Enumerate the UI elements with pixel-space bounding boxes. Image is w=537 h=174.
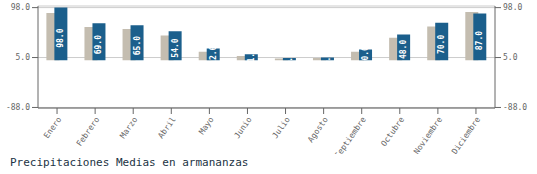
svg-text:Junio: Junio — [233, 115, 254, 140]
svg-text:5.0: 5.0 — [323, 52, 332, 67]
svg-text:Marzo: Marzo — [118, 115, 139, 140]
html-text:Precipitaciones Medias en arma: Precipitaciones Medias en armananzas — [10, 156, 249, 169]
svg-text:4.0: 4.0 — [285, 52, 294, 67]
svg-text:5.0: 5.0 — [16, 53, 31, 62]
svg-text:Febrero: Febrero — [75, 115, 102, 148]
svg-text:Diciembre: Diciembre — [450, 115, 482, 154]
svg-text:Octubre: Octubre — [379, 115, 406, 148]
svg-text:65.0: 65.0 — [133, 36, 142, 55]
svg-text:70.0: 70.0 — [437, 35, 446, 54]
svg-text:98.0: 98.0 — [503, 3, 522, 12]
svg-text:Noviembre: Noviembre — [412, 115, 444, 154]
svg-text:Agosto: Agosto — [306, 115, 330, 144]
svg-text:98.0: 98.0 — [11, 3, 30, 12]
svg-text:69.0: 69.0 — [94, 35, 103, 54]
svg-text:Septiembre: Septiembre — [333, 115, 368, 154]
svg-text:98.0: 98.0 — [56, 28, 65, 47]
svg-text:5.0: 5.0 — [503, 53, 518, 62]
svg-text:22.0: 22.0 — [209, 45, 218, 64]
svg-text:-88.0: -88.0 — [503, 103, 527, 112]
svg-text:Abril: Abril — [156, 115, 177, 140]
svg-text:48.0: 48.0 — [399, 40, 408, 59]
svg-text:Enero: Enero — [42, 115, 63, 140]
svg-text:Julio: Julio — [271, 115, 292, 140]
svg-text:-88.0: -88.0 — [8, 103, 30, 112]
svg-text:Mayo: Mayo — [197, 115, 216, 136]
svg-text:54.0: 54.0 — [171, 38, 180, 57]
svg-text:87.0: 87.0 — [475, 31, 484, 50]
svg-text:11.0: 11.0 — [247, 48, 256, 67]
svg-text:20.0: 20.0 — [361, 46, 370, 65]
